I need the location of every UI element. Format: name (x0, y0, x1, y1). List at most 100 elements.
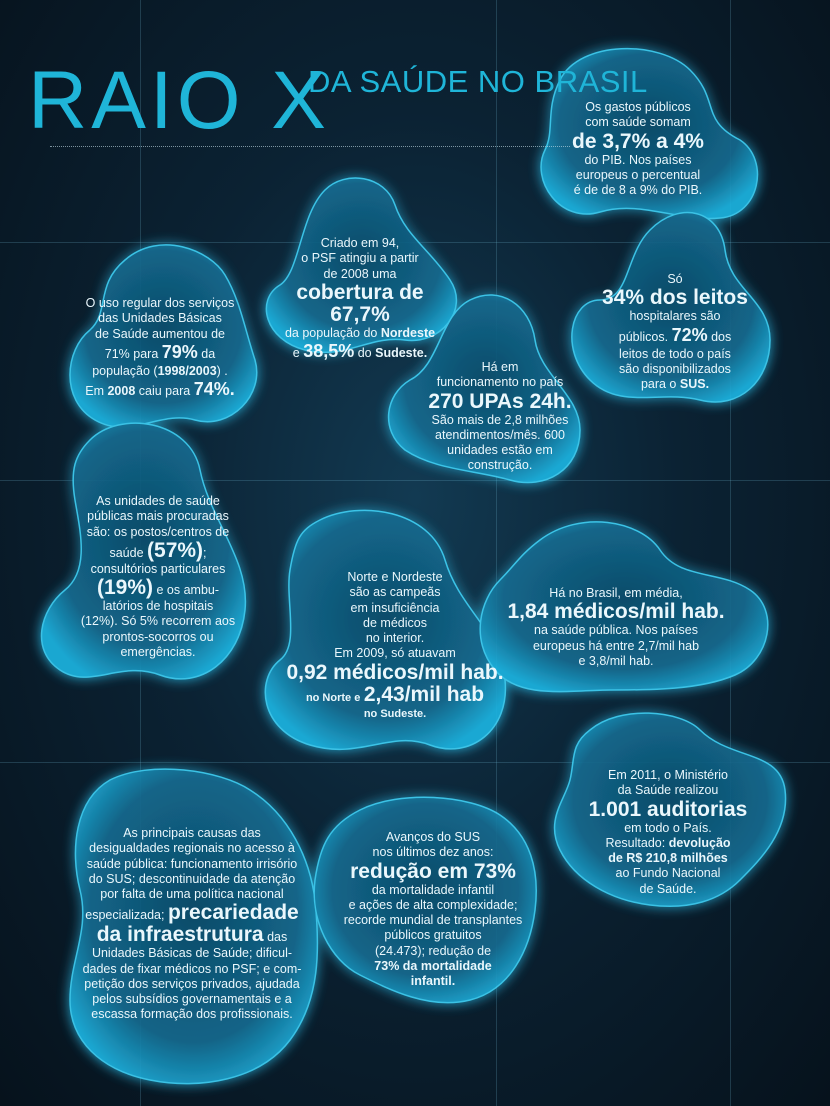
fact-text: São mais de 2,8 milhões (431, 412, 569, 427)
fact-highlight: da infraestrutura (96, 923, 264, 947)
fact-highlight: (57%) (147, 538, 204, 562)
fact-text: saúde (109, 545, 144, 560)
fact-text: e 3,8/mil hab. (578, 653, 654, 668)
blob (69, 244, 258, 428)
fact-bold: Sudeste. (375, 346, 428, 361)
fact-text: europeus o percentual (575, 167, 701, 182)
fact-gastos: Os gastos públicos com saúde somam de 3,… (548, 100, 728, 198)
fact-text: hospitalares são (629, 309, 721, 324)
fact-text: caiu para (138, 383, 191, 398)
subtitle-line: DA SAÚDE (308, 64, 469, 99)
fact-bold: 2008 (107, 383, 136, 398)
fact-text: do (357, 346, 372, 361)
fact-text: pelos subsídios governamentais e a (92, 992, 292, 1007)
fact-highlight: 72% (671, 324, 708, 345)
title-divider (50, 146, 570, 147)
fact-text: atendimentos/mês. 600 (435, 427, 565, 442)
fact-text: leitos de todo o país (619, 346, 731, 361)
fact-text: Em 2011, o Ministério (608, 768, 728, 782)
fact-text: Só (667, 272, 683, 286)
fact-highlight: 79% (161, 341, 198, 362)
fact-text: população ( (92, 363, 158, 378)
fact-bold: no Norte e (305, 691, 361, 704)
fact-medicos: Há no Brasil, em média, 1,84 médicos/mil… (500, 586, 732, 669)
fact-text: de 2008 uma (323, 266, 397, 281)
fact-text: dades de fixar médicos no PSF; e com- (82, 961, 302, 976)
fact-bold: Nordeste (380, 325, 436, 340)
fact-text: recorde mundial de transplantes (343, 913, 523, 928)
fact-text: das (267, 930, 288, 945)
fact-text: são: os postos/centros de (86, 524, 230, 539)
fact-text: públicos. (618, 329, 669, 344)
blob (265, 177, 457, 354)
fact-highlight: redução em 73% (350, 859, 516, 883)
fact-bold: de R$ 210,8 milhões (608, 851, 728, 866)
fact-leitos: Só 34% dos leitos hospitalares são públi… (590, 272, 760, 392)
fact-text: Em 2009, só atuavam (334, 646, 456, 661)
fact-text: para o (640, 377, 677, 391)
fact-causas: As principais causas das desigualdades r… (72, 826, 312, 1023)
fact-text: As unidades de saúde (96, 494, 220, 508)
fact-text: Avanços do SUS (385, 830, 481, 844)
fact-text: Em (85, 383, 104, 398)
fact-text: o PSF atingiu a partir (301, 251, 419, 266)
fact-text: e ações de alta complexidade; (348, 897, 518, 912)
fact-highlight: 74%. (193, 378, 235, 399)
fact-bold: 1998/2003 (157, 363, 217, 378)
fact-text: unidades estão em (447, 443, 553, 458)
fact-text: de médicos (363, 615, 427, 630)
fact-text: escassa formação dos profissionais. (91, 1007, 293, 1022)
fact-text: e os ambu- (156, 583, 220, 598)
grid-line (0, 480, 830, 481)
fact-text: do SUS; descontinuidade da atenção (88, 871, 296, 886)
fact-text: As principais causas das (123, 826, 261, 840)
fact-highlight: 1,84 médicos/mil hab. (507, 600, 725, 624)
fact-text: na saúde pública. Nos países (534, 623, 698, 638)
fact-text: nos últimos dez anos: (372, 845, 494, 860)
fact-bold: infantil. (410, 974, 456, 989)
fact-highlight: de 3,7% a 4% (572, 129, 704, 153)
fact-text: (12%). Só 5% recorrem aos (80, 614, 236, 629)
fact-text: Criado em 94, (320, 236, 400, 250)
fact-text: da (201, 346, 216, 361)
blob (264, 509, 507, 750)
grid-line (730, 0, 731, 1106)
fact-text: petição dos serviços privados, ajudada (84, 976, 300, 991)
fact-text: prontos-socorros ou (102, 629, 214, 644)
fact-unidades: As unidades de saúde públicas mais procu… (58, 494, 258, 660)
fact-text: ao Fundo Nacional (615, 866, 721, 881)
fact-psf: Criado em 94, o PSF atingiu a partir de … (270, 236, 450, 363)
grid-line (496, 0, 497, 1106)
fact-text: Norte e Nordeste (347, 570, 443, 584)
fact-text: latórios de hospitais (102, 599, 214, 614)
fact-text: da Saúde realizou (617, 783, 719, 798)
fact-text: Resultado: (605, 835, 666, 850)
fact-highlight: 0,92 médicos/mil hab. (286, 660, 504, 684)
fact-text: de Saúde. (639, 881, 697, 896)
fact-avancos: Avanços do SUS nos últimos dez anos: red… (338, 830, 528, 989)
fact-text: de Saúde aumentou de (95, 326, 225, 341)
blob (571, 211, 771, 403)
fact-text: são disponibilizados (619, 361, 731, 376)
fact-bold: no Sudeste. (363, 707, 427, 720)
blob (479, 521, 769, 693)
fact-text: em todo o País. (624, 820, 712, 835)
blob (553, 712, 787, 908)
fact-highlight: 2,43/mil hab (363, 682, 485, 706)
fact-text: e (292, 346, 300, 361)
fact-text: públicas mais procuradas (87, 509, 229, 524)
blob (388, 294, 581, 484)
fact-text: construção. (467, 458, 533, 473)
fact-text: Unidades Básicas de Saúde; dificul- (91, 946, 293, 961)
fact-text: emergências. (120, 644, 196, 659)
fact-highlight: cobertura de 67,7% (296, 280, 424, 326)
fact-text: Há no Brasil, em média, (549, 586, 683, 600)
fact-ubs: O uso regular dos serviços das Unidades … (60, 296, 260, 401)
blob (313, 796, 537, 1004)
blob (540, 47, 759, 220)
fact-text: funcionamento no país (436, 375, 564, 390)
page-title: RAIO X (28, 55, 330, 146)
fact-highlight: (19%) (96, 576, 153, 600)
fact-text: consultórios particulares (90, 561, 226, 576)
